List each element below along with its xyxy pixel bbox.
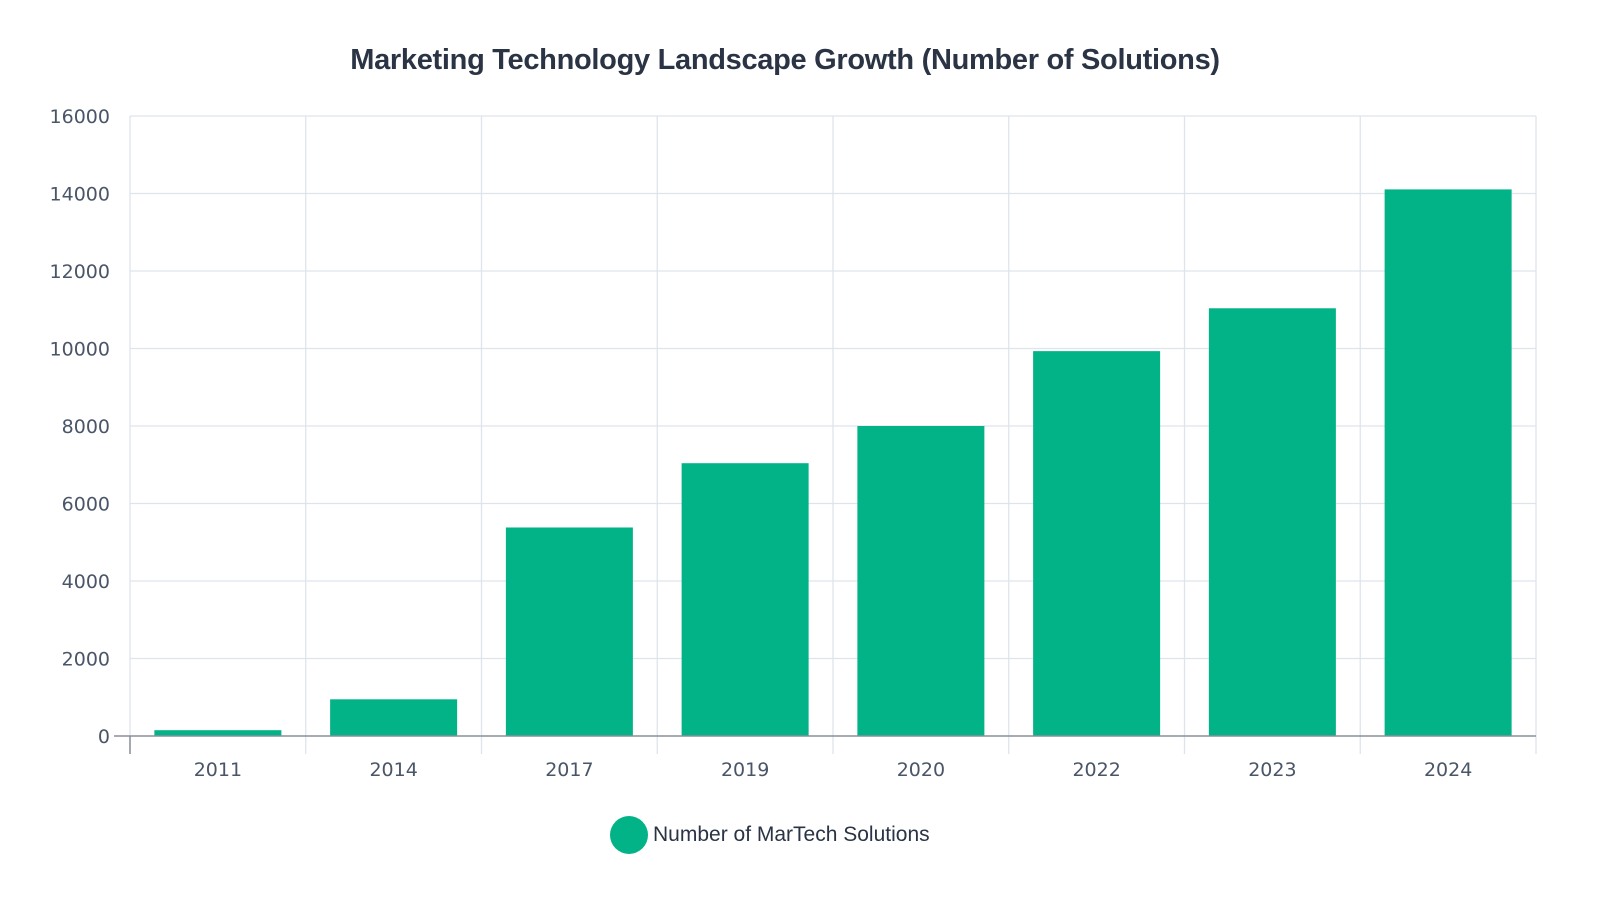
bar-2022 — [1033, 351, 1161, 736]
x-tick-label: 2014 — [369, 759, 417, 781]
legend[interactable]: Number of MarTech Solutions — [610, 816, 930, 854]
bar-2023 — [1208, 308, 1336, 736]
y-tick-label: 12000 — [50, 261, 110, 283]
bar-2019 — [681, 463, 809, 736]
bar-2011 — [154, 730, 282, 736]
x-tick-label: 2011 — [194, 759, 242, 781]
legend-swatch-icon — [610, 816, 648, 854]
bar-2017 — [505, 527, 633, 736]
x-tick-label: 2020 — [897, 759, 945, 781]
y-tick-label: 6000 — [62, 494, 110, 516]
y-tick-label: 4000 — [62, 571, 110, 593]
x-tick-label: 2024 — [1424, 759, 1472, 781]
y-tick-label: 14000 — [50, 184, 110, 206]
legend-label: Number of MarTech Solutions — [653, 823, 930, 846]
chart-title: Marketing Technology Landscape Growth (N… — [350, 44, 1220, 76]
bar-2020 — [857, 426, 985, 736]
y-tick-label: 0 — [98, 726, 110, 748]
x-tick-label: 2022 — [1072, 759, 1120, 781]
x-tick-label: 2017 — [545, 759, 593, 781]
y-tick-label: 2000 — [62, 649, 110, 671]
bar-2024 — [1384, 189, 1512, 736]
x-tick-label: 2019 — [721, 759, 769, 781]
y-tick-label: 16000 — [50, 106, 110, 128]
x-tick-label: 2023 — [1248, 759, 1296, 781]
y-tick-label: 8000 — [62, 416, 110, 438]
y-tick-label: 10000 — [50, 339, 110, 361]
bar-2014 — [330, 699, 458, 736]
